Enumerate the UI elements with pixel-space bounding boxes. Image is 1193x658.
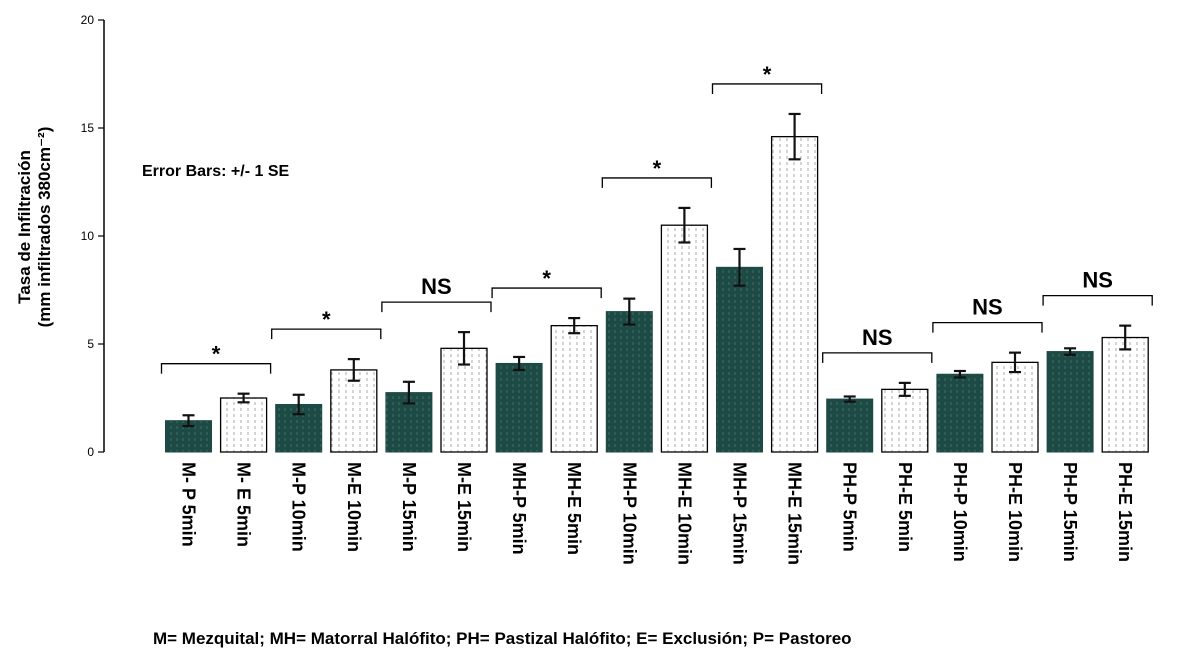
y-axis: 0 5 10 15 20 [81, 13, 105, 459]
bar [770, 135, 819, 453]
bar [881, 388, 929, 453]
x-tick-label: MH-E 15min [785, 462, 805, 565]
x-tick-label: M-E 15min [454, 462, 474, 552]
bar [716, 266, 763, 453]
significance-bracket: NS [381, 274, 492, 313]
bar [1101, 336, 1149, 453]
error-bar [898, 381, 911, 397]
significance-label: * [212, 342, 221, 367]
error-bars-annotation: Error Bars: +/- 1 SE [142, 163, 290, 180]
significance-label: NS [421, 274, 452, 299]
y-tick-label: 20 [81, 13, 95, 27]
x-tick-label: M-P 15min [399, 462, 419, 552]
significance-label: * [653, 156, 662, 181]
error-bar [237, 392, 250, 404]
bar [660, 224, 709, 453]
bar [550, 324, 598, 453]
x-tick-label: M- P 5min [179, 462, 199, 547]
x-tick-labels: M- P 5min M- E 5min M-P 10min M-E 10min M-P … [179, 462, 1136, 565]
error-bar [1064, 347, 1077, 356]
x-tick-label: M-E 10min [344, 462, 364, 552]
bar [991, 361, 1039, 453]
y-tick-label: 0 [87, 445, 94, 459]
error-bar [513, 355, 526, 372]
y-tick-label: 5 [87, 337, 94, 351]
significance-bracket: NS [1042, 268, 1153, 306]
y-tick-label: 15 [81, 121, 95, 135]
error-bar [402, 380, 415, 405]
bar [826, 398, 874, 453]
bar [605, 311, 653, 453]
error-bar [458, 331, 470, 366]
error-bar [182, 414, 195, 428]
error-bar [292, 393, 305, 416]
significance-label: * [542, 266, 551, 291]
error-bar [1009, 351, 1021, 374]
significance-label: NS [972, 295, 1003, 320]
significance-label: NS [862, 325, 893, 350]
error-bars [182, 112, 1132, 428]
error-bar [788, 112, 801, 161]
x-tick-label: MH-P 10min [619, 462, 639, 565]
significance-bracket: * [711, 62, 823, 94]
significance-bracket: NS [822, 325, 933, 363]
error-bar [568, 316, 581, 335]
x-tick-label: PH-E 5min [895, 462, 915, 552]
error-bar [347, 358, 360, 382]
error-bar [678, 206, 691, 244]
x-tick-label: MH-P 5min [509, 462, 529, 555]
y-axis-label-line-2: (mm infiltrados 380cm⁻²) [35, 127, 54, 328]
x-tick-label: M- E 5min [234, 462, 254, 547]
x-tick-label: MH-E 5min [564, 462, 584, 555]
legend-footnote: M= Mezquital; MH= Matorral Halófito; PH=… [153, 629, 852, 648]
x-tick-label: MH-P 15min [730, 462, 750, 565]
error-bar [843, 395, 856, 403]
significance-label: * [763, 62, 772, 87]
significance-bracket: * [271, 307, 382, 340]
bar [330, 369, 378, 453]
x-tick-label: MH-E 10min [674, 462, 694, 565]
significance-brackets: * * NS * * * NS NS NS [160, 62, 1153, 374]
significance-bracket: * [601, 156, 713, 188]
bar [1046, 351, 1094, 453]
error-bar [623, 297, 636, 326]
x-tick-label: M-P 10min [289, 462, 309, 552]
x-tick-label: PH-P 15min [1060, 462, 1080, 562]
x-tick-label: PH-P 5min [840, 462, 860, 552]
significance-label: * [322, 307, 331, 332]
bar [936, 373, 984, 453]
error-bar [1119, 324, 1132, 351]
significance-bracket: * [491, 266, 602, 299]
error-bar [733, 247, 746, 287]
bar [219, 397, 268, 453]
x-tick-label: PH-E 10min [1005, 462, 1025, 562]
significance-bracket: NS [932, 295, 1043, 333]
bar [495, 362, 543, 453]
error-bar [953, 369, 966, 379]
y-axis-label-line-1: Tasa de Infiltración [15, 150, 34, 304]
x-tick-label: PH-P 10min [950, 462, 970, 562]
x-tick-label: PH-E 15min [1115, 462, 1135, 562]
significance-label: NS [1082, 268, 1113, 293]
y-tick-label: 10 [81, 229, 95, 243]
significance-bracket: * [160, 342, 272, 374]
